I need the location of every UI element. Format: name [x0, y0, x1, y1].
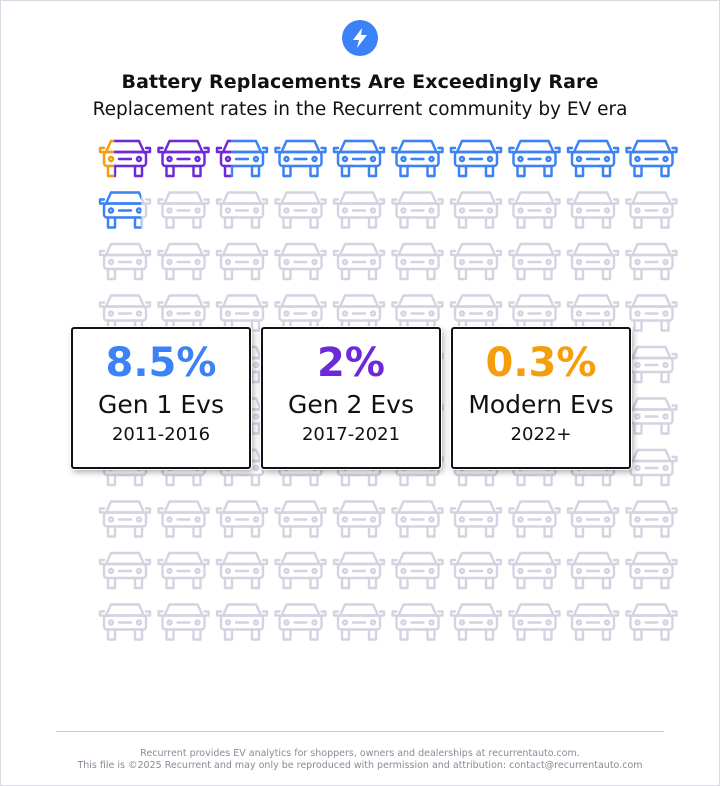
gen2-years: 2017-2021 [301, 424, 401, 445]
car-icon [98, 139, 152, 178]
car-icon [449, 242, 503, 281]
modern-card: 0.3% Modern Evs 2022+ [451, 327, 631, 469]
car-icon [98, 551, 152, 590]
car-icon [215, 603, 269, 641]
car-icon [157, 551, 210, 590]
car-icon [625, 242, 678, 281]
car-icon [449, 191, 503, 229]
car-icon [508, 242, 561, 281]
car-icon [215, 139, 269, 178]
car-icon [625, 294, 678, 332]
car-icon [274, 603, 327, 641]
modern-years: 2022+ [510, 424, 572, 445]
car-icon [625, 551, 678, 590]
brand-logo [342, 20, 378, 56]
modern-label: Modern Evs [468, 390, 614, 419]
gen2-percentage: 2% [317, 340, 385, 386]
car-icon [157, 500, 210, 538]
car-icon [508, 603, 561, 641]
gen1-years: 2011-2016 [111, 424, 211, 445]
car-icon [332, 603, 386, 641]
car-icon [157, 191, 210, 229]
car-icon [391, 551, 444, 590]
car-icon [566, 242, 620, 281]
car-icon [215, 242, 269, 281]
car-icon [449, 294, 503, 332]
car-icon [391, 500, 444, 538]
gen1-card: 8.5% Gen 1 Evs 2011-2016 [71, 327, 251, 469]
car-icon [449, 551, 503, 590]
gen2-card: 2% Gen 2 Evs 2017-2021 [261, 327, 441, 469]
car-icon [332, 551, 386, 590]
car-icon [215, 551, 269, 590]
car-icon [274, 242, 327, 281]
car-icon [625, 603, 678, 641]
car-icon [157, 603, 210, 641]
car-icon [391, 242, 444, 281]
car-icon [449, 500, 503, 538]
car-icon [625, 139, 678, 178]
car-icon [391, 603, 444, 641]
gen1-label: Gen 1 Evs [97, 390, 224, 419]
car-icon [157, 294, 210, 332]
car-icon [215, 191, 269, 229]
car-icon [98, 603, 152, 641]
car-icon [98, 242, 152, 281]
car-icon [274, 294, 327, 332]
car-icon [157, 242, 210, 281]
car-icon [625, 500, 678, 538]
car-icon [625, 345, 678, 384]
car-icon [508, 139, 561, 178]
car-icon [508, 191, 561, 229]
car-icon [566, 139, 620, 178]
car-icon [508, 500, 561, 538]
car-icon [274, 139, 327, 178]
car-icon [332, 191, 386, 229]
car-icon [566, 500, 620, 538]
car-icon [391, 139, 444, 178]
car-icon [98, 500, 152, 538]
car-icon [625, 191, 678, 229]
chart-subtitle: Replacement rates in the Recurrent commu… [92, 99, 628, 120]
car-icon [625, 397, 678, 435]
car-icon [449, 139, 503, 178]
car-icon [98, 294, 152, 332]
car-icon [274, 500, 327, 538]
modern-percentage: 0.3% [485, 340, 597, 386]
car-icon [391, 191, 444, 229]
car-icon [332, 294, 386, 332]
car-icon [274, 191, 327, 229]
car-icon [157, 139, 210, 178]
car-icon [566, 551, 620, 590]
car-icon [566, 294, 620, 332]
car-icon [274, 551, 327, 590]
car-icon [332, 139, 386, 178]
car-icon [215, 500, 269, 538]
car-icon [508, 294, 561, 332]
car-icon [98, 191, 152, 229]
car-icon [215, 294, 269, 332]
chart-title: Battery Replacements Are Exceedingly Rar… [121, 71, 599, 93]
lightning-bolt-icon [353, 28, 367, 48]
gen2-label: Gen 2 Evs [287, 390, 414, 419]
footer-line-2: This file is ©2025 Recurrent and may onl… [77, 760, 643, 771]
footer-divider [56, 731, 664, 732]
car-icon [566, 603, 620, 641]
car-icon [625, 448, 678, 487]
car-icon [332, 500, 386, 538]
footer-line-1: Recurrent provides EV analytics for shop… [140, 748, 580, 759]
car-pictograph-grid [98, 139, 678, 641]
car-icon [508, 551, 561, 590]
car-icon [566, 191, 620, 229]
car-icon [332, 242, 386, 281]
gen1-percentage: 8.5% [105, 340, 217, 386]
car-icon [449, 603, 503, 641]
car-icon [391, 294, 444, 332]
